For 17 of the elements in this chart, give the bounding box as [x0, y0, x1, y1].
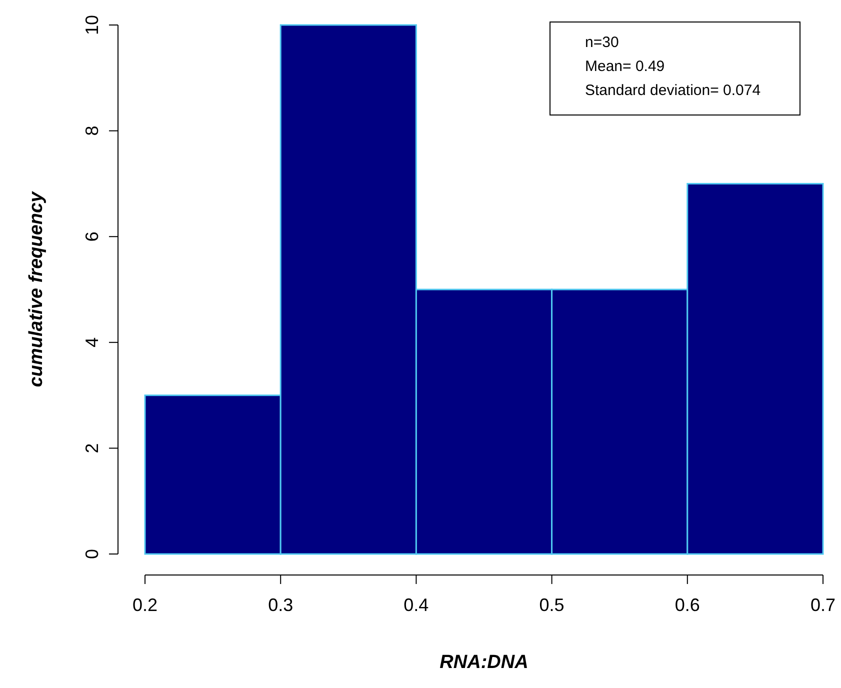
x-tick-label: 0.3: [268, 595, 294, 615]
y-tick-label: 6: [82, 232, 102, 242]
y-axis-title: cumulative frequency: [26, 190, 47, 388]
y-tick-label: 10: [82, 14, 102, 36]
x-tick-label: 0.6: [674, 595, 700, 615]
y-tick-label: 2: [82, 443, 102, 454]
x-tick-label: 0.7: [810, 595, 836, 615]
x-axis-title: RNA:DNA: [440, 652, 528, 673]
x-tick-label: 0.5: [539, 595, 564, 615]
y-tick-label: 8: [82, 126, 102, 136]
annotation: n=30: [585, 34, 619, 51]
x-tick-label: 0.2: [132, 595, 158, 615]
annotation: Standard deviation= 0.074: [585, 82, 761, 99]
annotation: Mean= 0.49: [585, 58, 665, 75]
y-tick-label: 0: [82, 548, 102, 560]
x-tick-label: 0.4: [404, 595, 429, 615]
y-tick-label: 4: [82, 337, 102, 348]
